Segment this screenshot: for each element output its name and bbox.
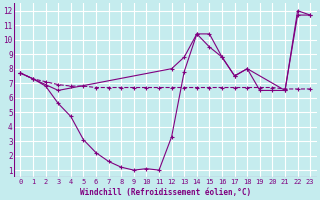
X-axis label: Windchill (Refroidissement éolien,°C): Windchill (Refroidissement éolien,°C) (80, 188, 251, 197)
